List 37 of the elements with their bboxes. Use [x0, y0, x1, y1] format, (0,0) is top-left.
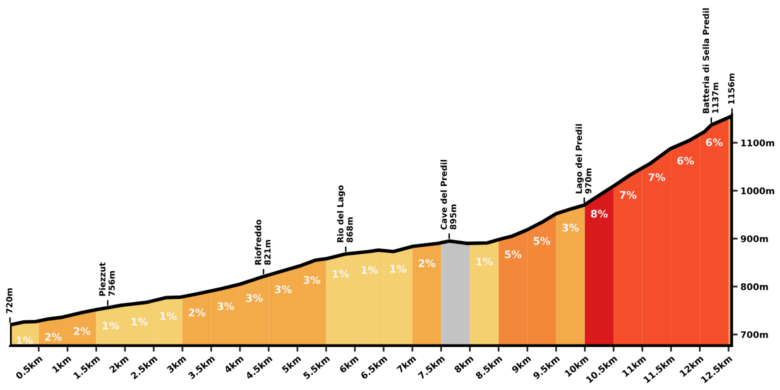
- annotation: Riofreddo 821m: [254, 220, 271, 265]
- band-label: 1%: [332, 270, 350, 278]
- y-tick-label: 1000m: [741, 187, 774, 194]
- band-label: 2%: [418, 259, 436, 268]
- band-label: 1%: [16, 336, 33, 344]
- band-label: 6%: [677, 156, 694, 165]
- band-label: 1%: [102, 322, 120, 330]
- band-label: 5%: [504, 250, 522, 258]
- band-label: 1%: [132, 318, 148, 326]
- band-label: 3%: [304, 276, 320, 284]
- band-label: 1%: [476, 258, 493, 266]
- y-tick-label: 800m: [740, 283, 768, 290]
- y-tick-label: 900m: [740, 235, 768, 242]
- annotation: 720m: [6, 288, 12, 314]
- annotation: Lago del Predil 970m: [576, 124, 592, 194]
- annotation: Cave del Predil 895m: [440, 160, 456, 230]
- band-label: 3%: [274, 285, 292, 294]
- band-label: 3%: [246, 294, 263, 302]
- band-label: 5%: [534, 236, 550, 245]
- band-label: 8%: [591, 210, 608, 218]
- band-label: 3%: [562, 224, 579, 232]
- y-tick-label: 1100m: [741, 139, 774, 146]
- band-label: 1%: [362, 266, 378, 274]
- y-tick-label: 700m: [740, 331, 768, 338]
- band-label: 3%: [217, 302, 234, 310]
- band-label: 2%: [188, 308, 206, 316]
- annotation: Piezzut 756m: [99, 262, 115, 296]
- band-label: 1%: [160, 312, 177, 320]
- band-label: 6%: [706, 138, 723, 146]
- annotation: Rio del Lago 868m: [336, 185, 353, 242]
- band-label: 2%: [74, 327, 90, 336]
- annotation: 1156m: [728, 74, 734, 104]
- band-label: 2%: [45, 333, 62, 341]
- annotation: Batteria di Sella Predil 1137m: [702, 8, 718, 114]
- band-label: 7%: [620, 191, 636, 199]
- band-label: 7%: [648, 173, 666, 182]
- band-label: 1%: [390, 264, 407, 273]
